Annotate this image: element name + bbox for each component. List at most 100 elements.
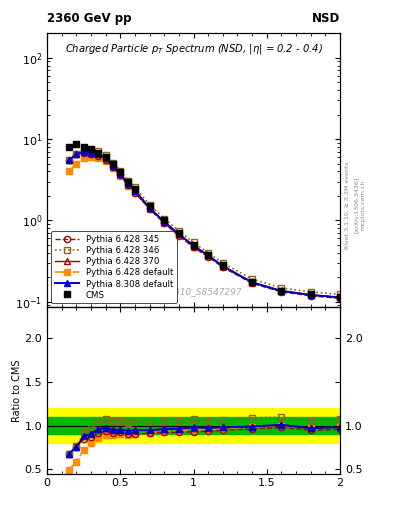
Pythia 6.428 346	[103, 152, 108, 158]
Pythia 6.428 346	[118, 167, 123, 174]
Pythia 6.428 345	[89, 151, 94, 157]
Pythia 6.428 346	[147, 202, 152, 208]
Pythia 6.428 default	[279, 288, 284, 294]
Text: mcplots.cern.ch: mcplots.cern.ch	[361, 180, 366, 230]
Pythia 6.428 345	[118, 172, 123, 178]
Bar	[47, 408, 340, 443]
Pythia 6.428 default	[308, 292, 313, 298]
Pythia 6.428 345	[96, 153, 101, 159]
Pythia 6.428 370	[206, 252, 211, 259]
Pythia 6.428 345	[206, 254, 211, 260]
Pythia 6.428 345	[125, 182, 130, 188]
Pythia 6.428 345	[74, 151, 79, 157]
Pythia 6.428 370	[103, 155, 108, 161]
Pythia 8.308 default	[191, 243, 196, 249]
Pythia 6.428 345	[111, 164, 116, 170]
Bar	[47, 417, 340, 434]
Pythia 6.428 default	[74, 160, 79, 166]
Pythia 6.428 370	[147, 205, 152, 211]
Pythia 6.428 default	[81, 155, 86, 161]
Pythia 8.308 default	[250, 279, 255, 285]
Pythia 6.428 default	[338, 294, 342, 301]
Pythia 8.308 default	[111, 163, 116, 169]
Pythia 6.428 346	[308, 289, 313, 295]
Pythia 6.428 346	[279, 285, 284, 291]
Pythia 6.428 345	[250, 280, 255, 286]
Pythia 6.428 370	[279, 288, 284, 294]
Pythia 6.428 default	[89, 154, 94, 160]
Pythia 6.428 370	[162, 219, 167, 225]
Pythia 6.428 346	[81, 147, 86, 153]
Text: Rivet 3.1.10, ≥ 3.2M events: Rivet 3.1.10, ≥ 3.2M events	[345, 161, 350, 249]
Line: Pythia 6.428 345: Pythia 6.428 345	[66, 150, 343, 302]
Pythia 8.308 default	[67, 157, 72, 163]
Text: 2360 GeV pp: 2360 GeV pp	[47, 12, 132, 25]
Text: CMS_2010_S8547297: CMS_2010_S8547297	[145, 287, 242, 296]
Pythia 8.308 default	[338, 294, 342, 301]
Pythia 6.428 345	[308, 293, 313, 299]
Pythia 6.428 346	[89, 147, 94, 153]
Pythia 6.428 default	[162, 220, 167, 226]
Pythia 6.428 370	[133, 187, 138, 194]
Pythia 6.428 370	[111, 163, 116, 169]
Pythia 6.428 346	[220, 260, 225, 266]
Pythia 8.308 default	[118, 171, 123, 177]
Pythia 8.308 default	[81, 148, 86, 155]
Pythia 6.428 default	[67, 168, 72, 175]
Pythia 6.428 370	[250, 279, 255, 285]
Pythia 6.428 346	[111, 159, 116, 165]
Pythia 8.308 default	[89, 150, 94, 156]
Pythia 6.428 346	[250, 276, 255, 282]
Legend: Pythia 6.428 345, Pythia 6.428 346, Pythia 6.428 370, Pythia 6.428 default, Pyth: Pythia 6.428 345, Pythia 6.428 346, Pyth…	[51, 231, 177, 303]
Pythia 6.428 346	[206, 250, 211, 256]
Pythia 8.308 default	[308, 292, 313, 298]
Pythia 6.428 346	[67, 157, 72, 163]
Pythia 6.428 370	[220, 263, 225, 269]
Pythia 6.428 default	[147, 206, 152, 212]
Pythia 8.308 default	[133, 187, 138, 194]
Text: Charged Particle $\mathregular{p_T}$ Spectrum (NSD, $\mathregular{|\eta|}$ = 0.2: Charged Particle $\mathregular{p_T}$ Spe…	[64, 41, 323, 55]
Pythia 8.308 default	[176, 231, 181, 238]
Pythia 6.428 346	[125, 178, 130, 184]
Pythia 6.428 default	[191, 244, 196, 250]
Line: Pythia 6.428 370: Pythia 6.428 370	[66, 148, 343, 301]
Pythia 6.428 345	[67, 157, 72, 163]
Pythia 6.428 370	[308, 292, 313, 298]
Pythia 6.428 370	[89, 150, 94, 156]
Pythia 6.428 default	[133, 189, 138, 196]
Pythia 8.308 default	[279, 288, 284, 294]
Pythia 6.428 default	[220, 264, 225, 270]
Text: [arXiv:1306.3436]: [arXiv:1306.3436]	[354, 177, 359, 233]
Pythia 6.428 345	[338, 295, 342, 302]
Y-axis label: Ratio to CMS: Ratio to CMS	[12, 359, 22, 422]
Pythia 6.428 370	[176, 231, 181, 238]
Pythia 6.428 346	[133, 184, 138, 190]
Pythia 6.428 default	[111, 165, 116, 172]
Pythia 8.308 default	[103, 155, 108, 161]
Pythia 8.308 default	[125, 181, 130, 187]
Line: Pythia 6.428 default: Pythia 6.428 default	[66, 154, 343, 301]
Pythia 6.428 345	[279, 289, 284, 295]
Pythia 6.428 346	[96, 148, 101, 154]
Pythia 6.428 345	[133, 189, 138, 196]
Line: Pythia 8.308 default: Pythia 8.308 default	[66, 148, 343, 301]
Line: Pythia 6.428 346: Pythia 6.428 346	[66, 147, 343, 297]
Pythia 6.428 346	[162, 216, 167, 222]
Pythia 8.308 default	[96, 151, 101, 157]
Pythia 8.308 default	[147, 205, 152, 211]
Pythia 8.308 default	[220, 263, 225, 269]
Pythia 8.308 default	[162, 219, 167, 225]
Pythia 6.428 345	[103, 157, 108, 163]
Pythia 6.428 370	[96, 151, 101, 157]
Pythia 6.428 default	[103, 158, 108, 164]
Pythia 6.428 370	[338, 294, 342, 301]
Pythia 6.428 default	[118, 173, 123, 179]
Pythia 6.428 370	[118, 171, 123, 177]
Pythia 6.428 346	[191, 240, 196, 246]
Pythia 6.428 346	[338, 291, 342, 297]
Pythia 6.428 default	[96, 155, 101, 161]
Pythia 6.428 default	[176, 232, 181, 239]
Pythia 6.428 345	[176, 233, 181, 239]
Pythia 6.428 346	[74, 151, 79, 157]
Pythia 6.428 370	[81, 148, 86, 155]
